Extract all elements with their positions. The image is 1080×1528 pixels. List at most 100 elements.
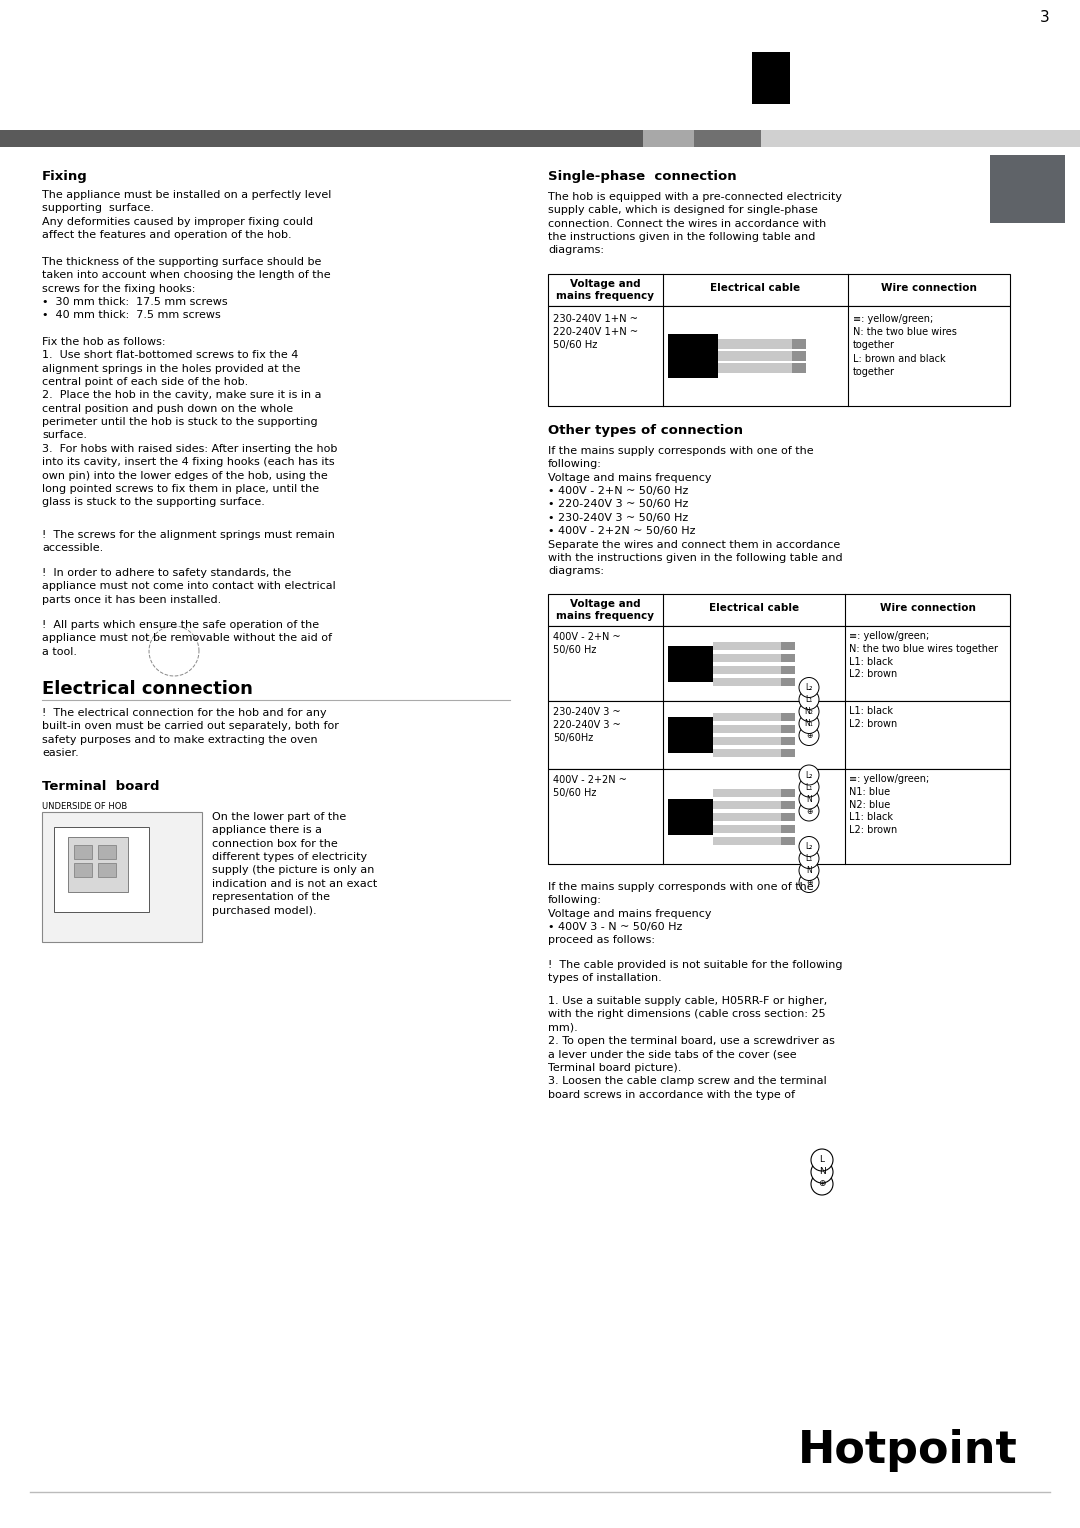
Bar xyxy=(713,666,795,674)
Bar xyxy=(548,306,1010,406)
Text: L₂: L₂ xyxy=(806,842,812,851)
Bar xyxy=(713,677,795,686)
Text: ⊕: ⊕ xyxy=(806,807,812,816)
Bar xyxy=(0,130,643,147)
Text: ⊕: ⊕ xyxy=(819,1180,826,1189)
Bar xyxy=(669,717,713,753)
Bar xyxy=(718,364,792,373)
Circle shape xyxy=(799,689,819,709)
Circle shape xyxy=(799,872,819,892)
Bar xyxy=(781,642,795,649)
Text: Electrical cable: Electrical cable xyxy=(711,283,800,293)
Text: Other types of connection: Other types of connection xyxy=(548,423,743,437)
Bar xyxy=(781,666,795,674)
Circle shape xyxy=(799,778,819,798)
Bar xyxy=(548,701,1010,769)
Bar xyxy=(761,130,1080,147)
Bar xyxy=(781,714,795,721)
Bar xyxy=(68,837,129,892)
Bar xyxy=(713,736,795,746)
Text: Voltage and
mains frequency: Voltage and mains frequency xyxy=(556,280,654,301)
Text: N: N xyxy=(819,1167,825,1177)
Bar xyxy=(781,813,795,821)
Text: L₁: L₁ xyxy=(806,782,812,792)
Text: Electrical cable: Electrical cable xyxy=(708,604,799,613)
Bar xyxy=(792,339,806,348)
Circle shape xyxy=(799,701,819,721)
Text: N₁: N₁ xyxy=(805,720,813,727)
Text: The hob is equipped with a pre-connected electricity
supply cable, which is desi: The hob is equipped with a pre-connected… xyxy=(548,193,842,255)
Circle shape xyxy=(799,836,819,857)
Bar xyxy=(713,788,795,796)
Bar xyxy=(781,749,795,756)
Circle shape xyxy=(799,801,819,821)
Circle shape xyxy=(799,860,819,880)
Bar xyxy=(781,677,795,686)
Bar xyxy=(713,724,795,733)
Bar xyxy=(548,274,1010,306)
Bar xyxy=(990,154,1065,223)
Text: !  In order to adhere to safety standards, the
appliance must not come into cont: ! In order to adhere to safety standards… xyxy=(42,568,336,605)
Text: N: N xyxy=(806,866,812,876)
Bar xyxy=(548,626,1010,701)
Text: 3: 3 xyxy=(1040,11,1050,26)
Bar xyxy=(781,654,795,662)
Text: L1: black
L2: brown: L1: black L2: brown xyxy=(849,706,897,729)
Text: Electrical connection: Electrical connection xyxy=(42,680,253,698)
Text: GB: GB xyxy=(1012,1329,1043,1349)
Circle shape xyxy=(811,1149,833,1170)
Text: L₁: L₁ xyxy=(806,854,812,863)
Text: 230-240V 3 ~
220-240V 3 ~
50/60Hz: 230-240V 3 ~ 220-240V 3 ~ 50/60Hz xyxy=(553,707,621,743)
Text: ⊕: ⊕ xyxy=(806,730,812,740)
Bar xyxy=(792,364,806,373)
Text: ≡: yellow/green;
N: the two blue wires together
L1: black
L2: brown: ≡: yellow/green; N: the two blue wires t… xyxy=(849,631,998,680)
Text: L₂: L₂ xyxy=(806,770,812,779)
Circle shape xyxy=(799,677,819,697)
Bar xyxy=(718,339,792,348)
Text: If the mains supply corresponds with one of the
following:
Voltage and mains fre: If the mains supply corresponds with one… xyxy=(548,446,842,576)
Text: !  All parts which ensure the safe operation of the
appliance must not be remova: ! All parts which ensure the safe operat… xyxy=(42,620,332,657)
Text: 230-240V 1+N ~
220-240V 1+N ~
50/60 Hz: 230-240V 1+N ~ 220-240V 1+N ~ 50/60 Hz xyxy=(553,313,638,350)
Bar xyxy=(98,863,116,877)
Bar xyxy=(548,769,1010,863)
Circle shape xyxy=(799,848,819,868)
Bar xyxy=(781,724,795,733)
Bar xyxy=(643,130,694,147)
Text: Wire connection: Wire connection xyxy=(881,283,977,293)
Text: !  The screws for the alignment springs must remain
accessible.: ! The screws for the alignment springs m… xyxy=(42,530,335,553)
Text: Hotpoint: Hotpoint xyxy=(798,1429,1017,1471)
Bar xyxy=(713,836,795,845)
Bar xyxy=(669,645,713,681)
Text: ≡: yellow/green;
N1: blue
N2: blue
L1: black
L2: brown: ≡: yellow/green; N1: blue N2: blue L1: b… xyxy=(849,775,929,836)
Bar xyxy=(713,714,795,721)
Bar xyxy=(781,836,795,845)
Circle shape xyxy=(811,1174,833,1195)
Circle shape xyxy=(799,766,819,785)
Text: The appliance must be installed on a perfectly level
supporting  surface.
Any de: The appliance must be installed on a per… xyxy=(42,189,337,507)
Bar xyxy=(42,811,202,941)
Bar xyxy=(713,654,795,662)
Circle shape xyxy=(799,714,819,733)
Bar xyxy=(54,827,149,912)
Circle shape xyxy=(811,1161,833,1183)
Text: L: L xyxy=(820,1155,824,1164)
Text: 1. Use a suitable supply cable, H05RR-F or higher,
with the right dimensions (ca: 1. Use a suitable supply cable, H05RR-F … xyxy=(548,996,835,1100)
Bar xyxy=(669,335,718,377)
Text: If the mains supply corresponds with one of the
following:
Voltage and mains fre: If the mains supply corresponds with one… xyxy=(548,882,813,946)
Bar xyxy=(694,130,761,147)
Bar xyxy=(713,801,795,808)
Text: ⊕: ⊕ xyxy=(806,879,812,886)
Text: Fixing: Fixing xyxy=(42,170,87,183)
Bar xyxy=(752,52,789,104)
Text: L₁: L₁ xyxy=(806,695,812,704)
Text: Wire connection: Wire connection xyxy=(879,604,975,613)
Bar xyxy=(713,813,795,821)
Text: Voltage and
mains frequency: Voltage and mains frequency xyxy=(556,599,654,622)
Text: !  The electrical connection for the hob and for any
built-in oven must be carri: ! The electrical connection for the hob … xyxy=(42,707,339,758)
Text: !  The cable provided is not suitable for the following
types of installation.: ! The cable provided is not suitable for… xyxy=(548,960,842,984)
Bar xyxy=(75,863,92,877)
Text: 400V - 2+2N ~
50/60 Hz: 400V - 2+2N ~ 50/60 Hz xyxy=(553,775,626,798)
Bar xyxy=(713,825,795,833)
Text: N: N xyxy=(806,795,812,804)
Bar xyxy=(792,351,806,361)
